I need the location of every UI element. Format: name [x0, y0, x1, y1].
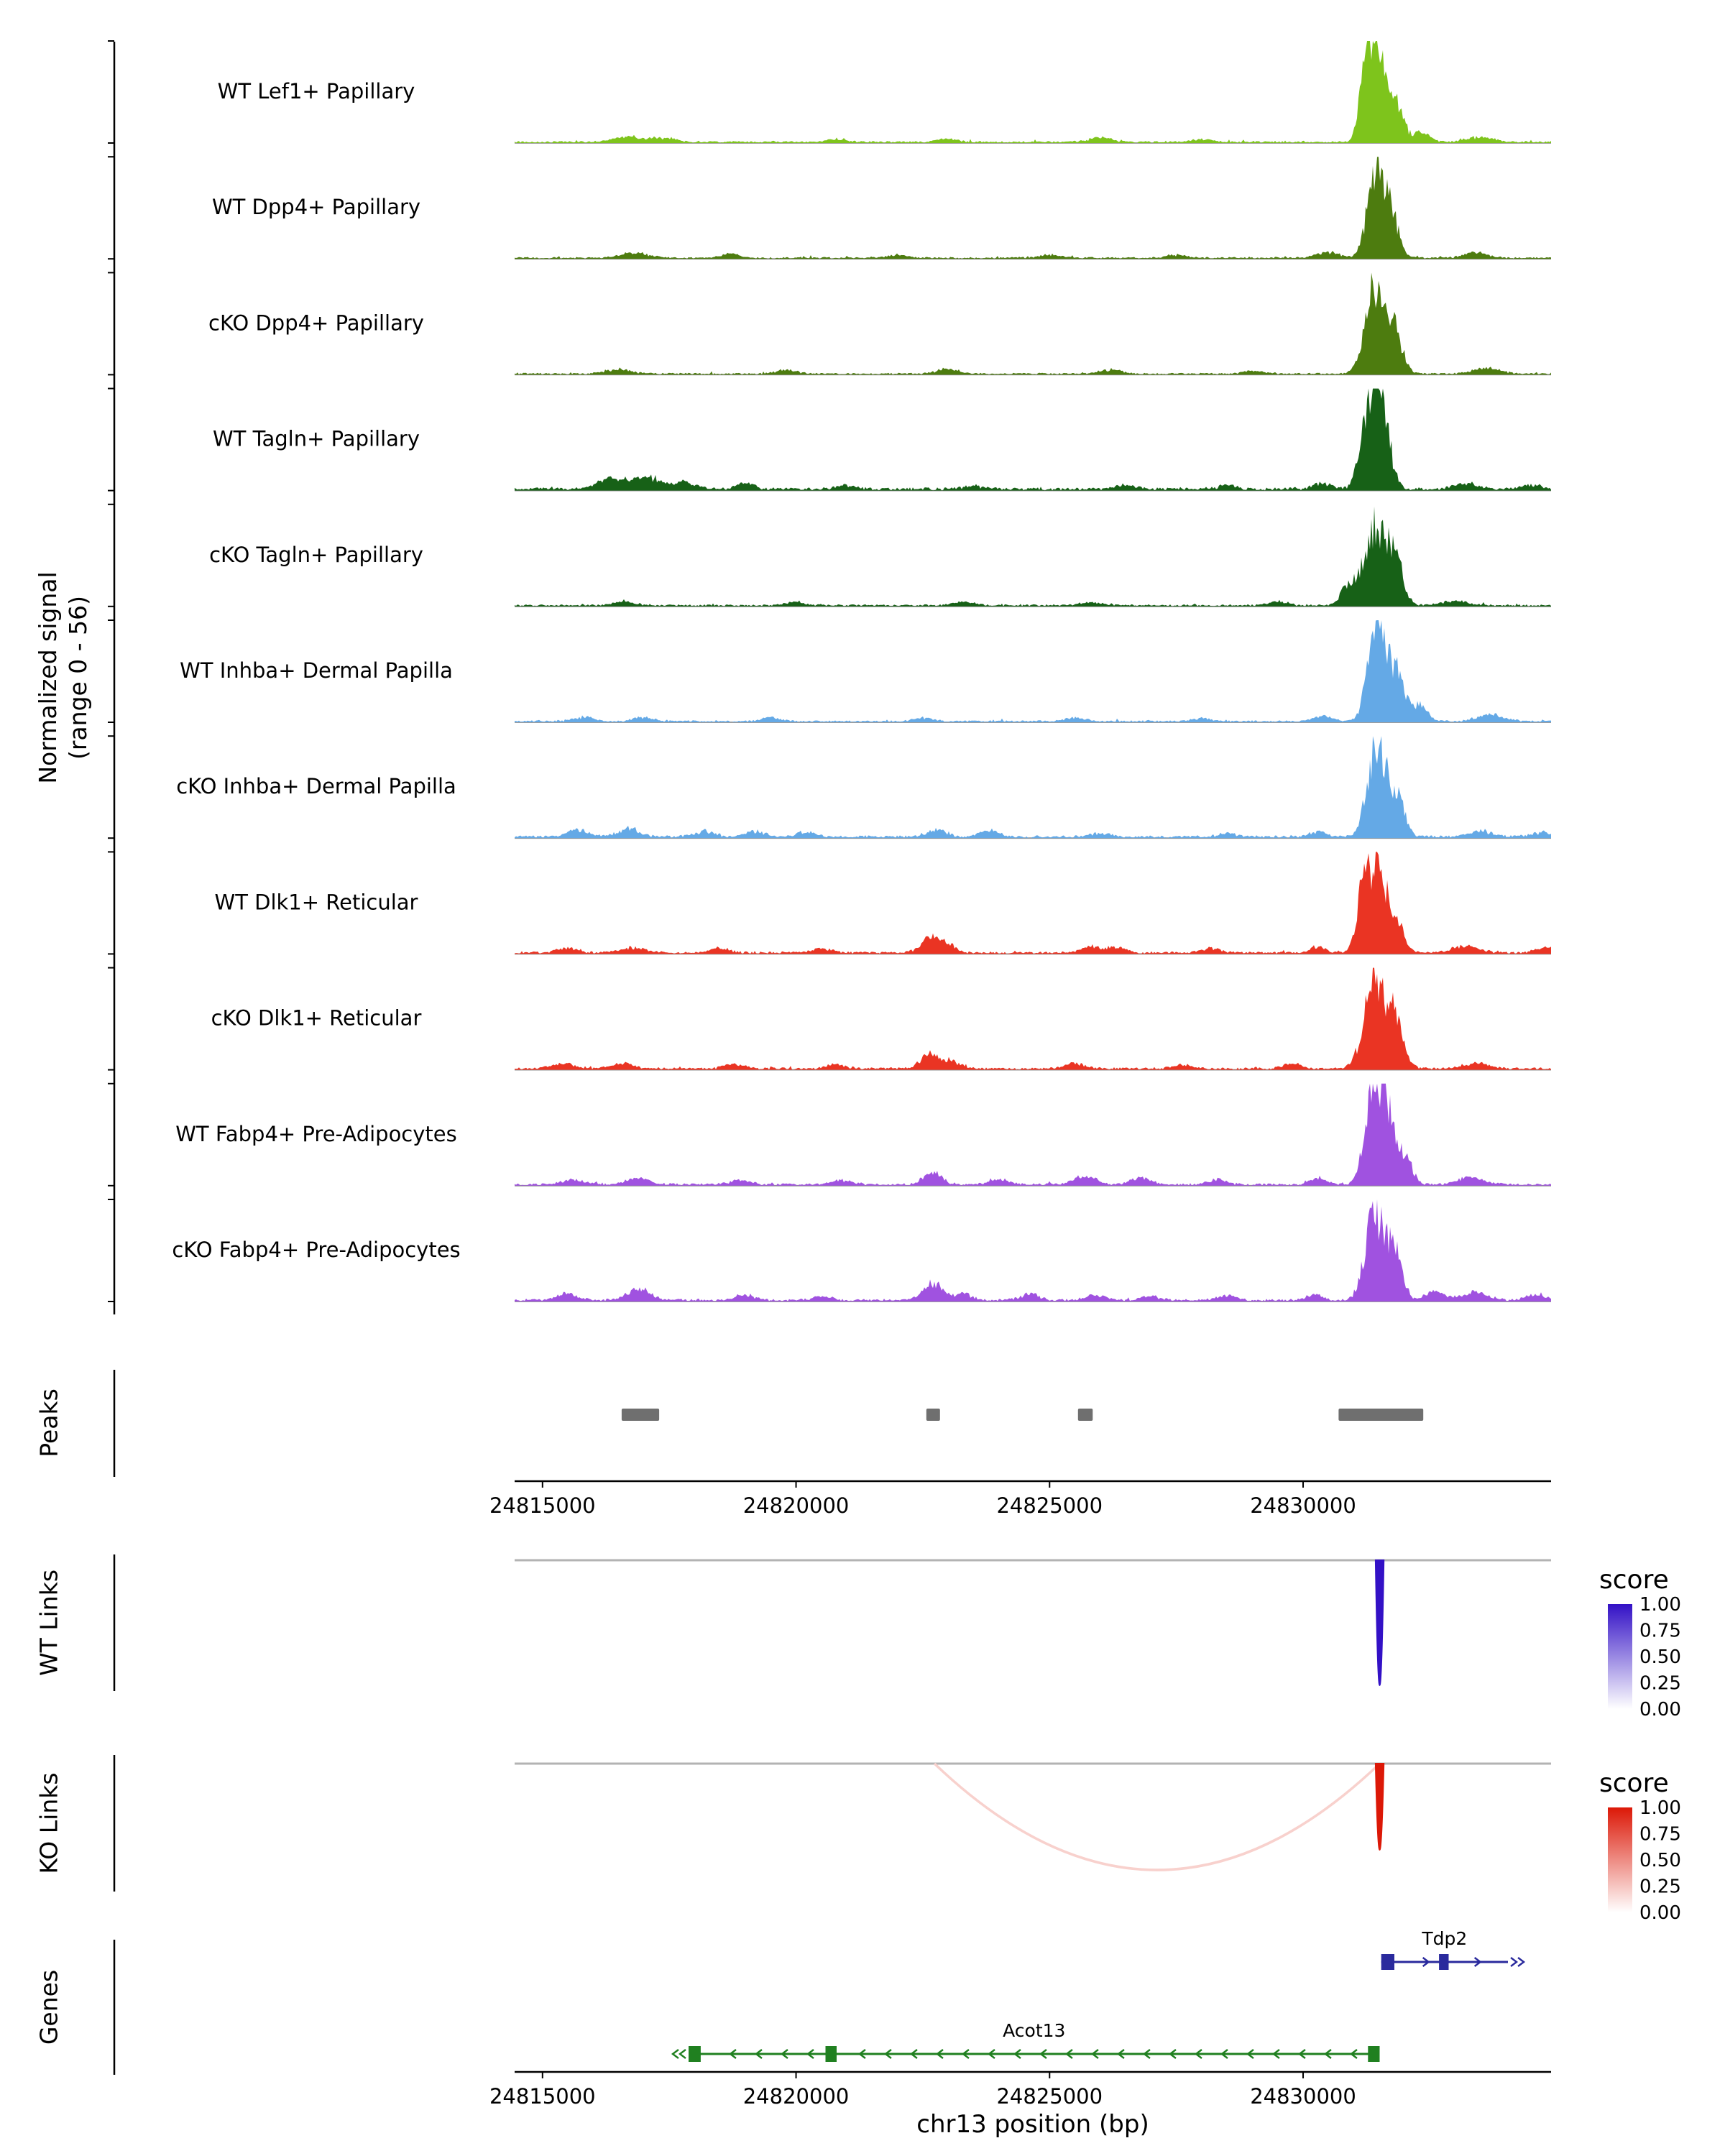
strand-arrow-icon — [678, 2049, 686, 2059]
legend-color-bar — [1608, 1604, 1632, 1709]
strand-arrow-icon — [1142, 2049, 1151, 2059]
coverage-signal — [515, 1083, 1551, 1186]
track-label: WT Dpp4+ Papillary — [212, 195, 420, 219]
strand-arrow-icon — [961, 2049, 970, 2059]
coverage-signal — [515, 388, 1551, 491]
x-axis-tick-label: 24815000 — [489, 1493, 596, 1518]
strand-arrow-icon — [728, 2049, 737, 2059]
legend-tick-label: 0.50 — [1639, 1646, 1681, 1668]
legend-tick-label: 0.75 — [1639, 1621, 1681, 1642]
track-label: WT Inhba+ Dermal Papilla — [180, 658, 453, 683]
x-axis-tick-label: 24825000 — [996, 2084, 1103, 2109]
track-label: cKO Dpp4+ Papillary — [208, 310, 424, 335]
peak-interval — [1077, 1409, 1093, 1421]
coverage-signal — [515, 157, 1551, 259]
strand-arrow-icon — [754, 2049, 763, 2059]
coverage-signal — [515, 852, 1551, 954]
x-axis-tick-label: 24830000 — [1250, 1493, 1356, 1518]
strand-arrow-icon — [806, 2049, 814, 2059]
strand-arrow-icon — [909, 2049, 918, 2059]
strand-arrow-icon — [1090, 2049, 1099, 2059]
legend-tick-label: 1.00 — [1639, 1594, 1681, 1616]
track-label: WT Dlk1+ Reticular — [215, 890, 418, 914]
strand-arrow-icon — [1473, 1957, 1482, 1967]
coverage-signal — [515, 736, 1551, 839]
legend-tick-label: 0.00 — [1639, 1902, 1681, 1924]
coverage-signal — [515, 1199, 1551, 1302]
gene-exon — [825, 2046, 837, 2062]
x-axis-tick-label: 24815000 — [489, 2084, 596, 2109]
coverage-signal — [515, 620, 1551, 722]
strand-arrow-icon — [1349, 2049, 1358, 2059]
strand-arrow-icon — [1220, 2049, 1228, 2059]
x-axis-title: chr13 position (bp) — [916, 2110, 1149, 2139]
coverage-signal — [515, 967, 1551, 1070]
strand-arrow-icon — [935, 2049, 944, 2059]
link-arc — [1374, 1763, 1385, 1851]
strand-arrow-icon — [671, 2049, 679, 2059]
track-label: WT Tagln+ Papillary — [213, 427, 420, 451]
x-axis-tick-label: 24825000 — [996, 1493, 1103, 1518]
legend-tick-label: 0.50 — [1639, 1850, 1681, 1871]
coverage-signal — [515, 506, 1551, 607]
strand-arrow-icon — [1517, 1957, 1526, 1967]
legend-tick-label: 0.75 — [1639, 1824, 1681, 1846]
x-axis-tick-label: 24820000 — [743, 2084, 850, 2109]
strand-arrow-icon — [1510, 1957, 1519, 1967]
strand-arrow-icon — [1297, 2049, 1306, 2059]
x-axis-tick-label: 24820000 — [743, 1493, 850, 1518]
strand-arrow-icon — [1064, 2049, 1073, 2059]
gene-name-label: Acot13 — [1003, 2020, 1065, 2041]
strand-arrow-icon — [780, 2049, 788, 2059]
legend-title: score — [1599, 1565, 1669, 1595]
strand-arrow-icon — [1323, 2049, 1332, 2059]
legend-color-bar — [1608, 1807, 1632, 1912]
gene-name-label: Tdp2 — [1421, 1928, 1467, 1949]
coverage-signal — [515, 41, 1551, 143]
strand-arrow-icon — [1116, 2049, 1125, 2059]
track-label: WT Lef1+ Papillary — [218, 79, 415, 103]
track-label: cKO Inhba+ Dermal Papilla — [176, 774, 456, 798]
strand-arrow-icon — [883, 2049, 892, 2059]
peak-interval — [621, 1409, 660, 1421]
peak-interval — [926, 1409, 940, 1421]
legend-tick-label: 1.00 — [1639, 1797, 1681, 1819]
legend-tick-label: 0.00 — [1639, 1699, 1681, 1720]
strand-arrow-icon — [1168, 2049, 1177, 2059]
link-arc — [933, 1762, 1381, 1871]
legend-tick-label: 0.25 — [1639, 1673, 1681, 1695]
link-arc — [1374, 1560, 1385, 1686]
track-label: WT Fabp4+ Pre-Adipocytes — [175, 1122, 457, 1146]
gene-exon — [1439, 1954, 1449, 1970]
track-label: cKO Dlk1+ Reticular — [211, 1006, 422, 1031]
legend-tick-label: 0.25 — [1639, 1876, 1681, 1898]
strand-arrow-icon — [1194, 2049, 1202, 2059]
strand-arrow-icon — [1013, 2049, 1021, 2059]
peak-interval — [1338, 1409, 1424, 1421]
track-label: cKO Fabp4+ Pre-Adipocytes — [172, 1238, 460, 1262]
x-axis-tick-label: 24830000 — [1250, 2084, 1356, 2109]
gene-exon — [1381, 1954, 1394, 1970]
strand-arrow-icon — [857, 2049, 866, 2059]
strand-arrow-icon — [1039, 2049, 1047, 2059]
strand-arrow-icon — [1271, 2049, 1280, 2059]
coverage-signal — [515, 272, 1551, 375]
track-label: cKO Tagln+ Papillary — [209, 543, 423, 567]
strand-arrow-icon — [1422, 1957, 1430, 1967]
gene-exon — [689, 2046, 701, 2062]
gene-exon — [1368, 2046, 1380, 2062]
strand-arrow-icon — [987, 2049, 995, 2059]
strand-arrow-icon — [1246, 2049, 1254, 2059]
legend-title: score — [1599, 1769, 1669, 1798]
